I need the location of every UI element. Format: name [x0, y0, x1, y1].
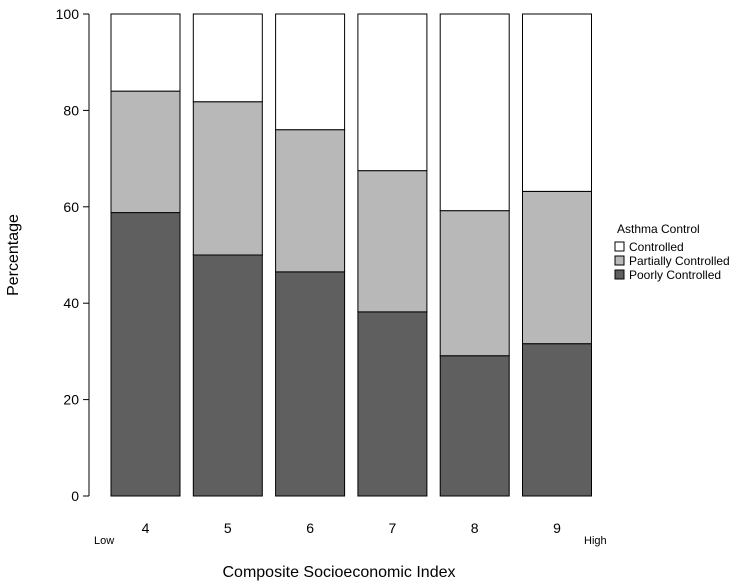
bar-segment-poorly-controlled [275, 271, 346, 497]
bars-group [110, 13, 592, 497]
bar-segment-poorly-controlled [110, 212, 181, 497]
y-axis: 0 20 40 60 80 100 [56, 6, 90, 504]
y-tick-label: 20 [63, 392, 79, 408]
bar-segment-partially-controlled [110, 90, 181, 214]
bar-segment-partially-controlled [275, 129, 346, 273]
bar-segment-partially-controlled [192, 101, 263, 256]
bar-segment-poorly-controlled [522, 343, 592, 497]
y-tick-label: 80 [63, 102, 79, 118]
x-tick-label: 9 [553, 520, 561, 536]
legend-entry-label: Poorly Controlled [629, 268, 721, 282]
legend-swatch [614, 241, 625, 252]
x-tick-labels: 4 5 6 7 8 9 [142, 520, 562, 536]
bar-segment-poorly-controlled [357, 311, 428, 497]
bar-segment-controlled [357, 13, 428, 172]
x-axis-label: Composite Socioeconomic Index [222, 564, 455, 581]
bar-segment-partially-controlled [357, 170, 428, 313]
x-low-label: Low [94, 535, 114, 547]
x-tick-label: 8 [471, 520, 479, 536]
bar-segment-controlled [110, 13, 181, 92]
bar-segment-partially-controlled [522, 190, 592, 345]
legend-title: Asthma Control [617, 222, 700, 236]
legend-entry-label: Partially Controlled [629, 254, 730, 268]
x-tick-label: 5 [224, 520, 232, 536]
x-tick-label: 4 [142, 520, 150, 536]
y-axis-label: Percentage [5, 214, 22, 296]
x-tick-label: 6 [306, 520, 314, 536]
y-tick-label: 60 [63, 199, 79, 215]
bar-segment-controlled [439, 13, 510, 212]
y-tick-label: 40 [63, 295, 79, 311]
x-tick-label: 7 [389, 520, 397, 536]
bar-segment-poorly-controlled [439, 355, 510, 497]
legend-swatch [614, 255, 625, 266]
legend-entry-label: Controlled [629, 240, 684, 254]
bar-segment-controlled [192, 13, 263, 103]
legend-swatch [614, 269, 625, 280]
bar-segment-poorly-controlled [192, 254, 263, 497]
y-tick-label: 100 [56, 6, 80, 22]
y-tick-label: 0 [71, 488, 79, 504]
bar-segment-partially-controlled [439, 210, 510, 357]
bar-segment-controlled [522, 13, 592, 192]
bar-segment-controlled [275, 13, 346, 131]
x-high-label: High [584, 535, 607, 547]
